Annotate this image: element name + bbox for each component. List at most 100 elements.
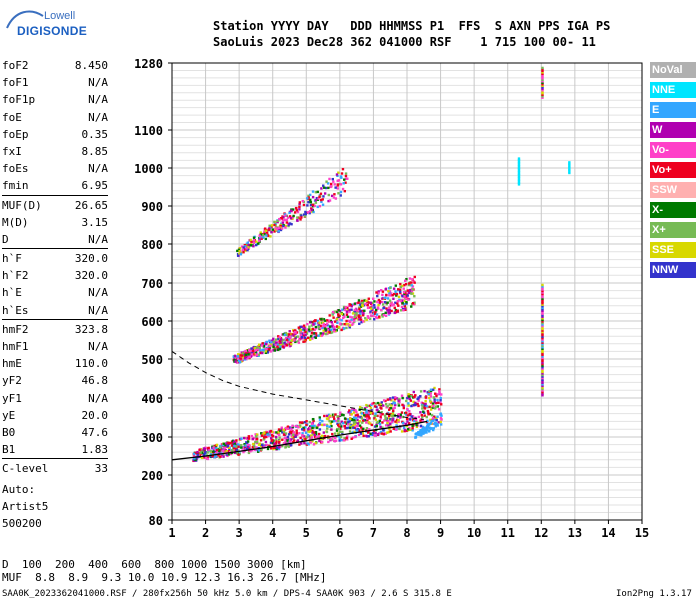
echo-point: [290, 431, 293, 435]
echo-point: [541, 83, 544, 86]
echo-point: [380, 401, 383, 404]
echo-point: [365, 417, 369, 420]
echo-point: [409, 418, 412, 421]
param-label: fxI: [2, 144, 22, 158]
echo-point: [338, 318, 342, 321]
echo-point: [395, 424, 398, 427]
param-row: yF2 46.8: [2, 372, 108, 389]
echo-point: [332, 327, 335, 330]
echo-point: [268, 224, 271, 227]
param-label: yF2: [2, 374, 22, 388]
echo-point: [344, 181, 347, 184]
echo-point: [395, 294, 398, 297]
echo-point: [250, 434, 253, 438]
echo-point: [336, 427, 339, 431]
echo-point: [360, 320, 363, 324]
echo-point: [387, 306, 391, 309]
echo-point: [422, 410, 425, 413]
echo-point: [340, 438, 343, 442]
echo-point: [301, 328, 304, 332]
echo-point: [270, 447, 273, 450]
param-value: N/A: [88, 162, 108, 176]
echo-point: [392, 407, 395, 410]
echo-point: [414, 401, 417, 405]
echo-point: [379, 425, 382, 429]
echo-point: [321, 326, 324, 330]
echo-point: [262, 344, 266, 348]
echo-point: [288, 440, 292, 444]
profile-curve: [171, 420, 428, 461]
echo-point: [279, 224, 282, 228]
echo-point: [238, 247, 242, 250]
echo-point: [404, 282, 408, 286]
echo-point: [353, 418, 356, 422]
echo-point: [414, 416, 417, 420]
auto-line: Artist5: [2, 500, 49, 513]
echo-point: [296, 439, 300, 442]
echo-point: [541, 283, 544, 287]
echo-point: [233, 442, 237, 445]
echo-point: [388, 403, 391, 406]
echo-point: [322, 322, 325, 326]
echo-point: [342, 327, 346, 330]
echo-point: [303, 215, 307, 218]
parameter-panel: foF2 8.450 foF1 N/A foF1p N/A foE N/A foEp 0.35 fx…: [2, 57, 108, 478]
param-value: 1.83: [81, 443, 109, 457]
echo-point: [541, 87, 544, 90]
echo-point: [360, 417, 364, 420]
echo-point: [401, 294, 404, 298]
echo-point: [383, 419, 386, 422]
echo-point: [327, 193, 330, 197]
echo-point: [412, 400, 415, 404]
echo-point: [264, 440, 268, 444]
x-tick-label: 14: [601, 526, 615, 540]
echo-point: [376, 401, 380, 405]
echo-point: [227, 453, 231, 456]
echo-point: [223, 444, 227, 448]
echo-point: [307, 433, 310, 437]
param-label: foEs: [2, 162, 29, 176]
echo-point: [407, 283, 411, 287]
echo-point: [252, 239, 256, 242]
echo-point: [299, 333, 303, 336]
echo-point: [369, 406, 373, 410]
echo-point: [250, 353, 254, 356]
echo-point: [390, 420, 394, 424]
echo-point: [335, 317, 339, 321]
echo-point: [310, 208, 314, 211]
echo-point: [380, 313, 384, 316]
echo-point: [541, 303, 544, 306]
echo-point: [295, 209, 298, 212]
echo-point: [324, 319, 327, 322]
echo-point: [348, 409, 351, 412]
y-tick-label: 400: [141, 392, 163, 406]
echo-point: [351, 323, 354, 326]
echo-point: [366, 306, 370, 310]
echo-point: [309, 335, 313, 338]
echo-point: [359, 426, 363, 429]
echo-point: [296, 216, 299, 219]
echo-point: [403, 299, 406, 303]
echo-point: [298, 432, 301, 435]
echo-point: [541, 387, 544, 391]
y-tick-label: 900: [141, 200, 163, 214]
echo-point: [391, 418, 395, 422]
echo-point: [409, 399, 413, 402]
echo-point: [375, 316, 378, 319]
echo-point: [290, 343, 293, 346]
echo-point: [390, 403, 394, 406]
echo-point: [269, 343, 273, 346]
echo-point: [405, 424, 409, 428]
echo-point: [236, 249, 239, 253]
echo-point: [396, 299, 400, 303]
echo-point: [278, 335, 282, 339]
echo-point: [431, 402, 435, 405]
echo-point: [373, 312, 377, 315]
param-row: foF1 N/A: [2, 74, 108, 91]
param-row: hmE 110.0: [2, 355, 108, 372]
legend-item: SSE: [650, 242, 696, 258]
echo-point: [381, 303, 385, 306]
echo-point: [252, 444, 256, 447]
echo-point: [568, 165, 571, 169]
echo-point: [357, 421, 361, 424]
